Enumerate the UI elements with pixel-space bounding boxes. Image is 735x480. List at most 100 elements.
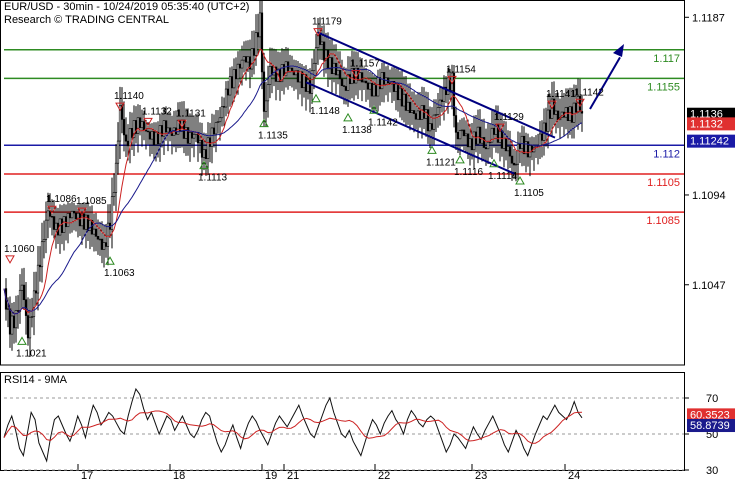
swing-high-label: 1.1141 (546, 89, 576, 100)
swing-low-label: 1.1142 (368, 117, 398, 128)
swing-high-label: 1.1179 (312, 17, 342, 28)
candle-body (240, 59, 244, 69)
candle-body (508, 146, 512, 157)
swing-low-marker (105, 256, 115, 265)
candle-body (556, 110, 560, 121)
candle-body (578, 96, 582, 112)
price-badge (687, 117, 735, 131)
candle-body (152, 130, 156, 146)
candle-body (420, 105, 424, 120)
candle-body (62, 216, 66, 233)
candle-body (48, 210, 52, 217)
channel-lower-line (305, 81, 516, 175)
swing-high-marker (177, 119, 187, 129)
candle-body (506, 146, 510, 152)
candle-body (322, 41, 326, 61)
candle-body (478, 126, 482, 144)
candle-body (70, 210, 74, 219)
x-axis-label: 22 (378, 470, 390, 480)
candle-body (488, 141, 492, 144)
candle-body (176, 119, 180, 135)
price-panel-frame (0, 0, 685, 366)
candle-body (502, 137, 506, 149)
candle-body (230, 76, 234, 89)
swing-low-label: 1.1105 (514, 188, 544, 199)
candle-body (572, 102, 576, 123)
level-label: 1.1155 (647, 81, 680, 93)
candle-body (392, 81, 396, 92)
rsi-tick-label: 70 (706, 393, 718, 405)
candle-body (434, 114, 438, 116)
candle-body (250, 48, 254, 70)
candle-body (342, 85, 346, 87)
candle-body (212, 127, 216, 135)
swing-low-marker (17, 336, 27, 345)
candle-body (234, 69, 238, 80)
candle-body (418, 110, 422, 120)
candle-body (416, 110, 420, 120)
candle-body (290, 67, 294, 72)
candle-body (20, 284, 24, 291)
candle-body (522, 135, 526, 155)
candle-body (382, 72, 386, 85)
level-label: 1.1085 (646, 215, 680, 227)
candle-body (202, 149, 206, 158)
candle-body (394, 83, 398, 92)
swing-low-marker (427, 145, 437, 154)
candle-body (258, 12, 262, 38)
candle-body (30, 316, 34, 318)
candle-body (282, 64, 286, 77)
candle-body (554, 110, 558, 115)
candle-body (40, 241, 44, 268)
candle-body (162, 120, 166, 137)
candle-body (96, 236, 100, 240)
candle-body (124, 134, 128, 142)
candle-body (192, 133, 196, 139)
candle-body (462, 129, 466, 137)
candle-body (184, 127, 188, 139)
candle-body (66, 213, 70, 228)
candle-body (438, 99, 442, 108)
candle-body (136, 117, 140, 134)
swing-high-marker (313, 28, 323, 37)
candle-body (226, 88, 230, 96)
candle-body (114, 162, 118, 193)
candle-body (84, 214, 88, 230)
candle-body (264, 100, 268, 112)
candle-body (518, 143, 522, 149)
candle-body (408, 101, 412, 113)
swing-high-label: 1.1154 (446, 64, 476, 75)
candle-body (512, 162, 516, 166)
candle-body (154, 131, 158, 146)
candle-body (190, 132, 194, 139)
candle-body (204, 149, 208, 159)
candle-body (364, 80, 368, 84)
x-axis-label: 24 (568, 470, 580, 480)
swing-low-marker (455, 154, 465, 164)
candle-body (384, 77, 388, 85)
swing-low-label: 1.1063 (104, 268, 135, 279)
swing-low-marker (311, 93, 321, 103)
candle-body (132, 120, 136, 138)
candle-body (402, 93, 406, 107)
swing-low-marker (369, 105, 379, 114)
candle-body (120, 105, 124, 120)
swing-low-label: 1.1135 (258, 131, 288, 142)
swing-high-label: 1.1142 (574, 87, 604, 98)
candle-body (198, 140, 202, 144)
candle-body (186, 127, 190, 144)
swing-high-marker (143, 117, 153, 127)
rsi-line (3, 387, 583, 463)
swing-low-label: 1.1121 (426, 157, 456, 168)
candle-body (92, 228, 96, 235)
candle-body (12, 315, 16, 329)
swing-low-label: 1.1138 (342, 125, 372, 136)
candle-body (90, 220, 94, 235)
candle-body (348, 74, 352, 85)
candle-body (362, 80, 366, 83)
candle-body (544, 122, 548, 132)
level-label: 1.112 (653, 148, 680, 160)
candle-body (510, 155, 514, 164)
candle-body (516, 143, 520, 165)
